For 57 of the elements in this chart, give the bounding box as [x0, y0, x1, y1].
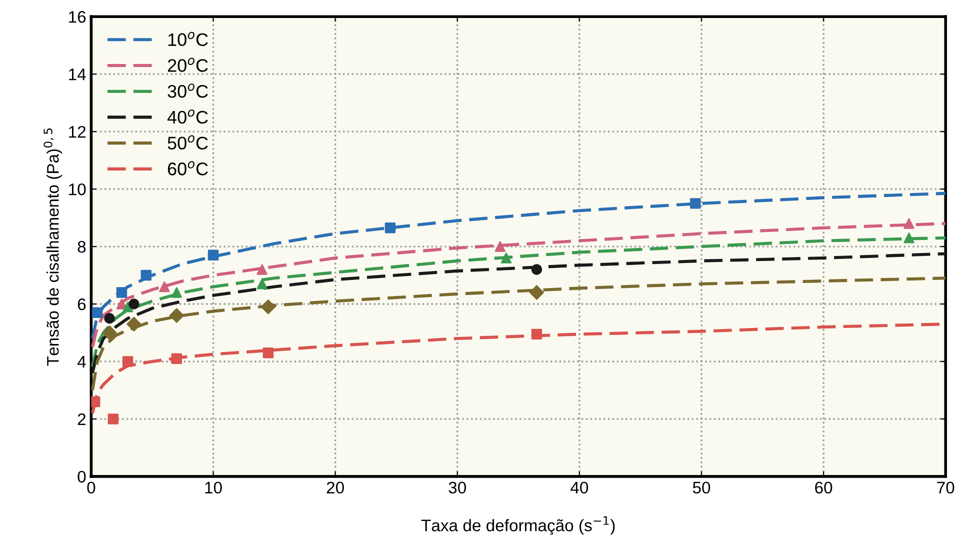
point — [171, 353, 182, 364]
point — [102, 325, 117, 340]
y-axis-title: Tensão de cisalhamento (Pa)$^{0,5}$ — [44, 128, 62, 366]
point — [529, 285, 544, 300]
point — [256, 264, 268, 275]
x-tick-label: 30 — [448, 482, 466, 494]
legend-label: 50$^{o}$C — [168, 135, 208, 150]
point — [128, 298, 140, 310]
point — [256, 278, 268, 290]
line-series — [91, 276, 946, 392]
y-tick-label: 12 — [69, 126, 86, 138]
point — [494, 241, 506, 252]
point — [531, 328, 542, 340]
x-tick-label: 60 — [815, 482, 832, 494]
x-axis-title: Taxa de deformação (s$^{−1}$) — [421, 516, 615, 535]
legend-label: 40$^{o}$C — [167, 109, 208, 124]
point — [260, 300, 276, 314]
y-tick-label: 8 — [78, 240, 86, 253]
point — [262, 348, 274, 358]
point — [159, 281, 170, 292]
point — [92, 307, 103, 318]
legend-label: 60$^{o}$C — [168, 161, 208, 176]
y-tick-label: 10 — [69, 183, 86, 196]
x-tick-label: 10 — [205, 482, 222, 494]
y-tick-label: 4 — [77, 356, 86, 368]
legend-label: 30$^{o}$C — [168, 84, 208, 98]
legend-label: 20$^{o}$C — [168, 58, 208, 72]
y-tick-label: 6 — [78, 298, 86, 310]
point — [208, 250, 219, 261]
point — [904, 218, 914, 229]
x-tick-label: 40 — [570, 482, 588, 494]
point — [169, 308, 184, 323]
y-tick-label: 2 — [78, 413, 86, 425]
point — [531, 264, 542, 275]
point — [171, 287, 182, 298]
line-series — [91, 192, 946, 340]
point — [904, 232, 914, 244]
point — [108, 414, 119, 424]
point — [116, 287, 128, 298]
point — [104, 313, 115, 324]
line-series — [91, 222, 946, 349]
x-tick-label: 50 — [692, 482, 710, 494]
line-series — [91, 236, 946, 369]
y-tick-label: 14 — [69, 68, 86, 80]
legend-label: 10$^{o}$C — [168, 32, 208, 46]
point — [690, 198, 701, 209]
point — [122, 356, 134, 367]
y-tick-label: 16 — [69, 11, 86, 23]
point — [140, 270, 152, 281]
x-tick-label: 20 — [326, 482, 344, 494]
point — [126, 316, 142, 332]
x-tick-label: 0 — [87, 482, 96, 494]
point — [384, 222, 396, 234]
line-series — [91, 252, 946, 375]
point — [500, 252, 512, 264]
x-tick-label: 70 — [937, 482, 954, 494]
y-tick-label: 0 — [78, 470, 86, 483]
